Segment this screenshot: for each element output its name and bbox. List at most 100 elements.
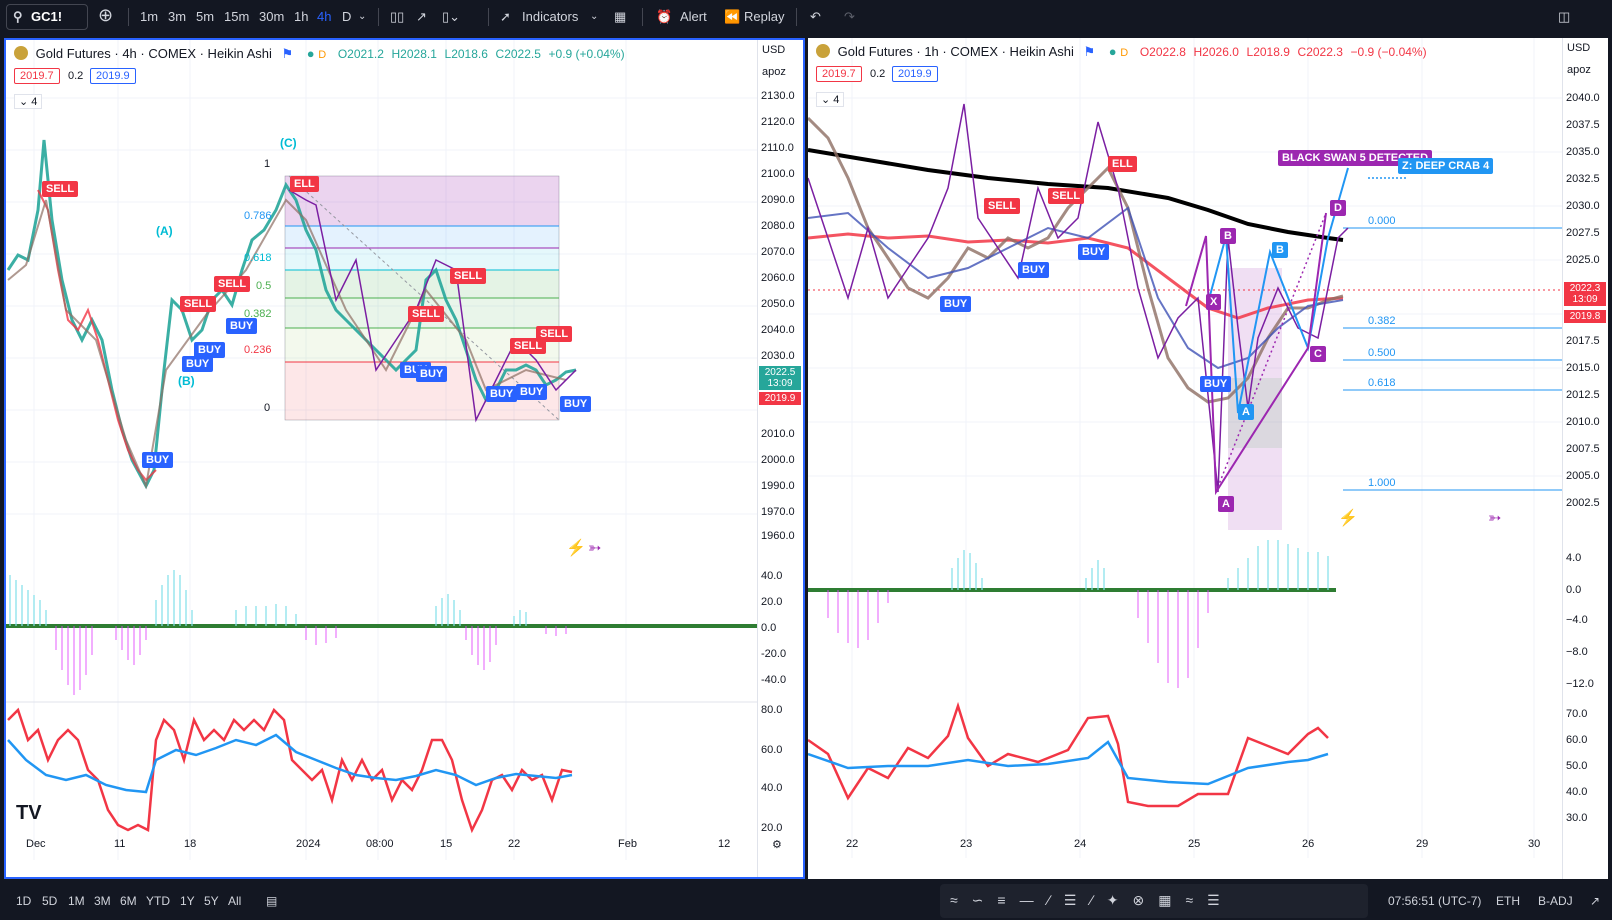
- alert-icon[interactable]: ⏰: [656, 9, 673, 24]
- interval-15m[interactable]: 15m: [224, 9, 250, 24]
- buy-signal[interactable]: BUY: [560, 396, 592, 412]
- undo-icon[interactable]: ↶: [810, 9, 821, 24]
- panel-toggle-icon[interactable]: ◫: [1558, 9, 1571, 24]
- price-tick: 2037.5: [1566, 119, 1600, 131]
- sell-signal[interactable]: SELL: [42, 181, 79, 197]
- currency-label[interactable]: USD: [1567, 42, 1591, 54]
- ohlc-low: L2018.6: [444, 47, 488, 61]
- pattern-banner[interactable]: BLACK SWAN 5 DETECTED: [1278, 150, 1433, 166]
- symbol-search[interactable]: ⚲ GC1!: [6, 4, 88, 30]
- replay-marker-icon[interactable]: ➳: [588, 540, 602, 557]
- buy-price-box[interactable]: 2019.9: [892, 66, 938, 82]
- sell-signal[interactable]: SELL: [408, 306, 445, 322]
- bar-countdown: 13:09: [767, 378, 793, 389]
- range-5y[interactable]: 5Y: [204, 894, 219, 908]
- chart-type-icon[interactable]: ▯⌄: [442, 9, 461, 24]
- buy-signal[interactable]: BUY: [516, 384, 548, 400]
- sell-signal[interactable]: SELL: [1048, 188, 1085, 204]
- indicators-collapse[interactable]: ⌄ 4: [816, 92, 845, 107]
- drawing-tools-icon[interactable]: ≈∽≡—∕☰∕✦⊗▦≈☰: [950, 892, 1234, 908]
- session-label[interactable]: ETH: [1496, 894, 1520, 908]
- range-3m[interactable]: 3M: [94, 894, 111, 908]
- sell-signal[interactable]: ELL: [290, 176, 319, 192]
- interval-3m[interactable]: 3m: [168, 9, 187, 24]
- right-chart-pane[interactable]: Gold Futures · 1h · COMEX · Heikin Ashi …: [808, 38, 1608, 879]
- scale-mode-label[interactable]: apoz: [762, 66, 786, 78]
- sell-signal[interactable]: SELL: [450, 268, 487, 284]
- range-5d[interactable]: 5D: [42, 894, 58, 908]
- osc-tick: 40.0: [761, 570, 783, 582]
- indicators-icon[interactable]: ➚: [500, 9, 511, 24]
- range-1m[interactable]: 1M: [68, 894, 85, 908]
- buy-signal[interactable]: BUY: [194, 342, 226, 358]
- replay-button[interactable]: Replay: [744, 9, 785, 24]
- sell-signal[interactable]: SELL: [510, 338, 547, 354]
- buy-signal[interactable]: BUY: [226, 318, 258, 334]
- pattern-name-label[interactable]: Z: DEEP CRAB 4: [1398, 158, 1494, 174]
- alert-marker-icon[interactable]: ⚡: [566, 540, 586, 557]
- left-price-axis[interactable]: USD apoz 2130.0 2120.0 2110.0 2100.0 209…: [757, 40, 803, 877]
- calendar-icon[interactable]: ▤: [266, 894, 278, 908]
- compare-icon[interactable]: ↗: [416, 9, 427, 24]
- adjust-label[interactable]: B-ADJ: [1538, 894, 1573, 908]
- buy-signal[interactable]: BUY: [1018, 262, 1050, 278]
- indicators-button[interactable]: Indicators: [522, 9, 579, 24]
- replay-marker-icon[interactable]: ➳: [1488, 510, 1502, 527]
- alert-button[interactable]: Alert: [680, 9, 707, 24]
- sell-signal[interactable]: SELL: [984, 198, 1021, 214]
- candles-icon[interactable]: ▯▯: [390, 9, 405, 24]
- range-ytd[interactable]: YTD: [146, 894, 170, 908]
- right-price-axis[interactable]: USD apoz 2040.0 2037.5 2035.0 2032.5 203…: [1562, 38, 1608, 879]
- clock-label[interactable]: 07:56:51 (UTC-7): [1388, 894, 1482, 908]
- osc-tick: −8.0: [1566, 646, 1588, 658]
- interval-30m[interactable]: 30m: [259, 9, 285, 24]
- range-1d[interactable]: 1D: [16, 894, 32, 908]
- price-tick: 2040.0: [761, 324, 795, 336]
- range-all[interactable]: All: [228, 894, 242, 908]
- price-tick: 2005.0: [1566, 470, 1600, 482]
- replay-icon[interactable]: ⏪: [724, 9, 741, 24]
- chevron-down-icon[interactable]: ⌄: [590, 11, 599, 22]
- fullscreen-icon[interactable]: ↗: [1590, 894, 1601, 908]
- left-chart-canvas[interactable]: [6, 40, 761, 877]
- layouts-icon[interactable]: ▦: [614, 9, 627, 24]
- add-symbol-icon[interactable]: ⊕: [98, 5, 114, 25]
- buy-signal[interactable]: BUY: [486, 386, 518, 402]
- buy-signal[interactable]: BUY: [416, 366, 448, 382]
- buy-signal[interactable]: BUY: [182, 356, 214, 372]
- redo-icon[interactable]: ↷: [844, 9, 855, 24]
- sell-signal[interactable]: SELL: [214, 276, 251, 292]
- buy-signal[interactable]: BUY: [142, 452, 174, 468]
- buy-price-box[interactable]: 2019.9: [90, 68, 136, 84]
- scale-mode-label[interactable]: apoz: [1567, 64, 1591, 76]
- interval-1h[interactable]: 1h: [294, 9, 309, 24]
- left-chart-pane[interactable]: Gold Futures · 4h · COMEX · Heikin Ashi …: [4, 38, 805, 879]
- sell-signal[interactable]: ELL: [1108, 156, 1137, 172]
- indicators-collapse[interactable]: ⌄ 4: [14, 94, 43, 109]
- right-chart-canvas[interactable]: [808, 38, 1562, 879]
- interval-1m[interactable]: 1m: [140, 9, 159, 24]
- currency-label[interactable]: USD: [762, 44, 786, 56]
- sell-signal[interactable]: SELL: [536, 326, 573, 342]
- range-6m[interactable]: 6M: [120, 894, 137, 908]
- ohlc-change: −0.9 (−0.04%): [1350, 45, 1427, 59]
- buy-signal[interactable]: BUY: [1200, 376, 1232, 392]
- chevron-down-icon[interactable]: ⌄: [358, 11, 367, 22]
- sell-price-box[interactable]: 2019.7: [14, 68, 60, 84]
- flag-icon[interactable]: ⚑: [281, 46, 294, 61]
- sell-signal[interactable]: SELL: [180, 296, 217, 312]
- time-tick: 26: [1302, 838, 1315, 850]
- interval-5m[interactable]: 5m: [196, 9, 215, 24]
- flag-icon[interactable]: ⚑: [1083, 44, 1096, 59]
- settings-icon[interactable]: ⚙: [772, 839, 782, 851]
- interval-4h[interactable]: 4h: [317, 9, 332, 24]
- time-tick: 11: [114, 838, 126, 850]
- interval-D[interactable]: D: [342, 9, 352, 24]
- alert-marker-icon[interactable]: ⚡: [1338, 510, 1358, 527]
- range-1y[interactable]: 1Y: [180, 894, 195, 908]
- sell-price-box[interactable]: 2019.7: [816, 66, 862, 82]
- buy-signal[interactable]: BUY: [1078, 244, 1110, 260]
- buy-signal[interactable]: BUY: [940, 296, 972, 312]
- fib-label-0786: 0.786: [244, 210, 272, 222]
- price-tick: 2030.0: [1566, 200, 1600, 212]
